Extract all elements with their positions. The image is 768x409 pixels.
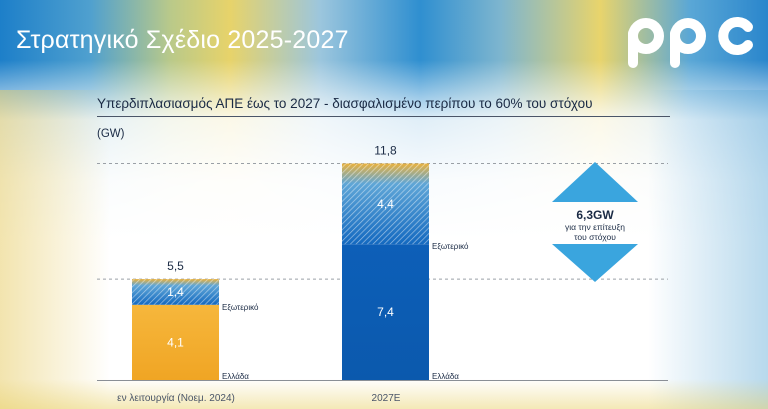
title-underline — [97, 116, 670, 117]
value-label-greece-0: 4,1 — [167, 335, 184, 349]
arrow-up-icon — [552, 162, 638, 202]
y-axis-unit: (GW) — [97, 128, 125, 140]
chart-title: Υπερδιπλασιασμός ΑΠΕ έως το 2027 - διασφ… — [97, 96, 593, 111]
total-label-0: 5,5 — [167, 259, 184, 273]
background-bottom-glow — [0, 379, 768, 409]
series-label-abroad-0: Εξωτερικό — [222, 303, 259, 312]
background-left-glow — [0, 90, 110, 409]
bar-greece-1 — [342, 244, 429, 380]
series-label-greece-1: Ελλάδα — [432, 372, 459, 381]
background-right-glow — [648, 90, 768, 409]
bar-abroad-hatch-1 — [342, 163, 429, 245]
page-title: Στρατηγικό Σχέδιο 2025-2027 — [16, 26, 349, 54]
value-label-abroad-1: 4,4 — [377, 197, 394, 211]
gap-annotation: 6,3GW για την επίτευξη του στόχου — [552, 208, 638, 242]
arrow-down-icon — [552, 244, 638, 282]
gap-value: 6,3GW — [576, 208, 614, 222]
gap-caption-1: για την επίτευξη — [565, 222, 625, 232]
bar-abroad-hatch-0 — [132, 279, 219, 305]
gap-caption-2: του στόχου — [574, 232, 616, 242]
total-label-1: 11,8 — [374, 144, 397, 158]
series-label-abroad-1: Εξωτερικό — [432, 242, 469, 251]
value-label-greece-1: 7,4 — [377, 305, 394, 319]
x-tick-label-0: εν λειτουργία (Νοεμ. 2024) — [117, 392, 235, 404]
value-label-abroad-0: 1,4 — [167, 285, 184, 299]
ppc-logo: ppc — [628, 17, 753, 68]
x-tick-label-1: 2027Ε — [372, 393, 401, 404]
bar-greece-0 — [132, 304, 219, 380]
series-label-greece-0: Ελλάδα — [222, 372, 249, 381]
